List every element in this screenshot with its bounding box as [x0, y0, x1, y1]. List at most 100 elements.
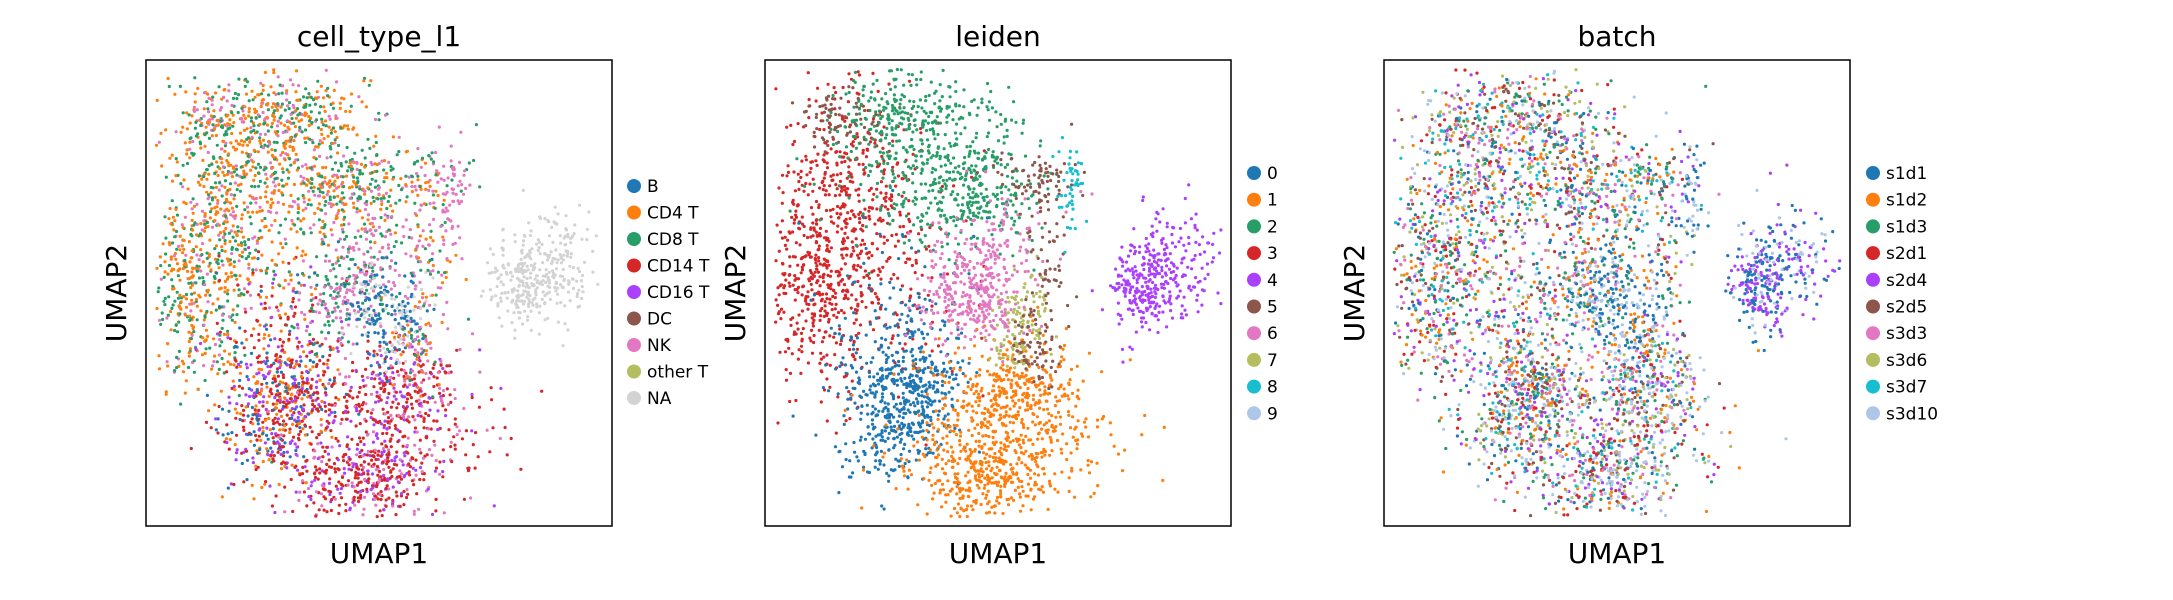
- data-point: [817, 244, 821, 248]
- data-point: [555, 301, 559, 305]
- data-point: [426, 400, 430, 404]
- data-point: [247, 246, 251, 250]
- data-point: [450, 224, 455, 229]
- data-point: [233, 407, 237, 411]
- data-point: [371, 440, 375, 444]
- data-point: [348, 288, 352, 292]
- data-point: [926, 293, 930, 297]
- data-point: [249, 432, 253, 436]
- data-point: [343, 471, 347, 475]
- data-point: [436, 409, 440, 413]
- data-point: [406, 391, 410, 396]
- data-point: [577, 288, 581, 292]
- data-point: [301, 427, 305, 431]
- data-point: [425, 309, 429, 313]
- data-point: [297, 411, 302, 415]
- data-point: [208, 261, 212, 265]
- data-point: [358, 450, 362, 455]
- data-point: [232, 121, 236, 125]
- data-point: [419, 394, 423, 398]
- data-point: [382, 332, 386, 336]
- data-point: [394, 490, 398, 494]
- data-point: [329, 228, 333, 232]
- data-point: [225, 423, 229, 427]
- data-point: [834, 431, 838, 435]
- data-point: [418, 260, 422, 264]
- data-point: [223, 290, 227, 294]
- data-point: [451, 168, 455, 172]
- data-point: [242, 480, 246, 484]
- data-point: [428, 303, 432, 307]
- data-point: [255, 241, 259, 245]
- data-point: [242, 346, 246, 350]
- data-point: [235, 365, 239, 369]
- data-point: [395, 153, 399, 157]
- data-point: [861, 151, 865, 155]
- data-point: [405, 385, 409, 389]
- data-point: [230, 103, 234, 107]
- data-point: [251, 121, 256, 125]
- data-point: [230, 111, 234, 115]
- data-point: [390, 459, 394, 463]
- data-point: [346, 247, 350, 251]
- data-point: [215, 360, 219, 364]
- data-point: [179, 130, 183, 134]
- data-point: [467, 161, 471, 165]
- data-point: [270, 504, 274, 508]
- data-points: [154, 68, 600, 519]
- data-point: [253, 110, 257, 115]
- data-point: [529, 271, 533, 275]
- data-point: [384, 444, 388, 448]
- data-point: [223, 279, 227, 283]
- data-point: [338, 338, 342, 342]
- data-point: [183, 313, 187, 317]
- data-point: [303, 113, 307, 118]
- data-point: [445, 184, 449, 188]
- data-point: [799, 169, 803, 173]
- data-point: [286, 104, 290, 108]
- data-point: [240, 250, 245, 254]
- data-point: [324, 426, 328, 430]
- data-point: [216, 173, 220, 178]
- data-point: [174, 207, 178, 211]
- data-point: [261, 110, 265, 115]
- data-point: [444, 408, 448, 412]
- data-point: [422, 202, 427, 206]
- data-point: [327, 465, 331, 469]
- data-point: [807, 253, 811, 257]
- data-point: [212, 115, 216, 119]
- data-point: [234, 147, 239, 151]
- data-point: [380, 442, 384, 446]
- data-point: [232, 482, 236, 487]
- data-point: [315, 273, 320, 277]
- data-point: [249, 439, 253, 443]
- data-point: [329, 269, 333, 273]
- data-point: [312, 185, 316, 189]
- data-point: [340, 277, 344, 281]
- data-point: [855, 91, 859, 95]
- data-point: [212, 354, 217, 358]
- data-point: [453, 417, 457, 421]
- data-point: [248, 215, 252, 219]
- data-point: [351, 304, 355, 308]
- data-point: [337, 294, 341, 298]
- data-point: [842, 155, 846, 159]
- data-point: [213, 257, 217, 261]
- data-point: [525, 318, 530, 322]
- data-point: [276, 309, 280, 313]
- data-point: [325, 419, 329, 423]
- data-point: [323, 404, 327, 408]
- data-point: [435, 419, 439, 423]
- data-point: [297, 340, 301, 344]
- data-point: [295, 445, 299, 449]
- data-point: [365, 203, 369, 207]
- data-point: [373, 216, 377, 221]
- data-point: [862, 275, 866, 279]
- data-point: [251, 456, 255, 460]
- data-point: [789, 123, 793, 127]
- data-point: [835, 161, 839, 165]
- data-point: [265, 123, 270, 127]
- data-point: [415, 430, 419, 434]
- data-point: [259, 289, 263, 293]
